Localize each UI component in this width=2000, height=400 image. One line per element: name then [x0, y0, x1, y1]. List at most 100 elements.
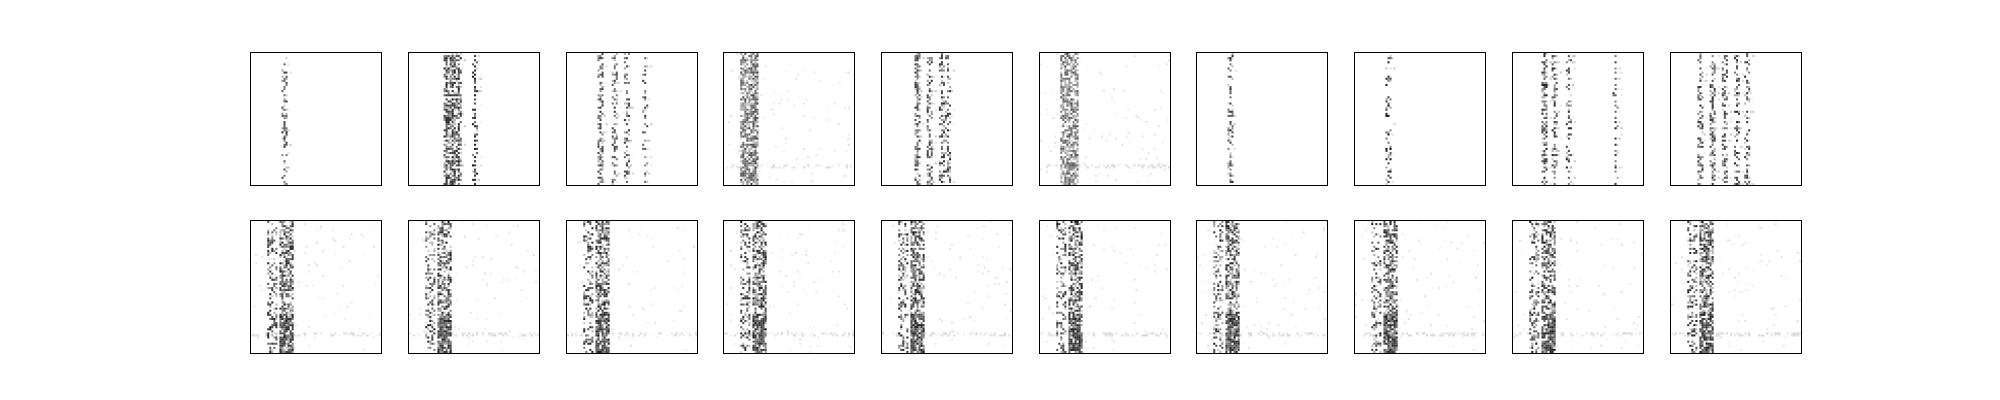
heatmap-cell	[437, 254, 440, 257]
heatmap-cell	[940, 61, 943, 64]
heatmap-cell	[756, 94, 759, 97]
heatmap-cell	[1227, 75, 1230, 78]
heatmap-cell	[603, 315, 606, 318]
heatmap-cell	[1060, 114, 1063, 117]
heatmap-cell	[457, 108, 460, 111]
heatmap-cell	[461, 170, 464, 173]
heatmap-cell	[1565, 152, 1568, 155]
heatmap-cell	[595, 328, 598, 331]
heatmap-cell	[752, 131, 755, 134]
heatmap-cell	[1064, 152, 1067, 155]
heatmap-cell	[1387, 114, 1390, 117]
heatmap-cell	[827, 166, 830, 169]
heatmap-cell	[516, 266, 519, 269]
heatmap-cell	[583, 322, 586, 325]
heatmap-cell	[611, 127, 614, 130]
heatmap-cell	[279, 235, 282, 238]
heatmap-cell	[827, 164, 830, 167]
heatmap-cell	[1389, 145, 1392, 148]
heatmap-cell	[449, 176, 452, 179]
heatmap-cell	[603, 317, 606, 320]
heatmap-cell	[940, 129, 943, 132]
heatmap-cell	[603, 268, 606, 271]
heatmap-cell	[601, 71, 604, 74]
heatmap-cell	[1133, 164, 1136, 167]
heatmap-cell	[1062, 180, 1065, 183]
heatmap-cell	[1571, 176, 1574, 179]
heatmap-cell	[746, 145, 749, 148]
heatmap-cell	[1064, 141, 1067, 144]
heatmap-cell	[587, 262, 590, 265]
heatmap-cell	[1713, 112, 1716, 115]
heatmap-cell	[591, 326, 594, 329]
heatmap-cell	[947, 141, 950, 144]
heatmap-cell	[356, 334, 359, 337]
heatmap-cell	[271, 249, 274, 252]
heatmap-cell	[752, 102, 755, 105]
heatmap-cell	[1227, 110, 1230, 113]
heatmap-cell	[1709, 114, 1712, 117]
heatmap-cell	[914, 81, 917, 84]
heatmap-cell	[1060, 166, 1063, 169]
heatmap-cell	[644, 81, 647, 84]
heatmap-cell	[599, 328, 602, 331]
heatmap-cell	[1557, 154, 1560, 157]
heatmap-cell	[451, 131, 454, 134]
heatmap-cell	[275, 338, 278, 341]
heatmap-cell	[1070, 133, 1073, 136]
heatmap-cell	[597, 297, 600, 300]
heatmap-cell	[740, 241, 743, 244]
heatmap-cell	[654, 268, 657, 271]
heatmap-cell	[587, 249, 590, 252]
heatmap-cell	[451, 152, 454, 155]
heatmap-cell	[583, 297, 586, 300]
heatmap-cell	[1713, 158, 1716, 161]
heatmap-cell	[1545, 121, 1548, 124]
heatmap-cell	[1064, 145, 1067, 148]
heatmap-cell	[942, 160, 945, 163]
heatmap-cell	[1543, 86, 1546, 89]
heatmap-cell	[285, 77, 288, 80]
heatmap-cell	[740, 125, 743, 128]
heatmap-cell	[283, 317, 286, 320]
heatmap-cell	[1064, 79, 1067, 82]
heatmap-cell	[914, 63, 917, 66]
heatmap-cell	[1046, 108, 1049, 111]
heatmap-cell	[1725, 166, 1728, 169]
heatmap-cell	[474, 125, 477, 128]
heatmap-cell	[285, 108, 288, 111]
heatmap-cell	[459, 86, 462, 89]
heatmap-cell	[650, 156, 653, 159]
heatmap-cell	[498, 332, 501, 335]
heatmap-cell	[601, 225, 604, 228]
heatmap-cell	[1068, 69, 1071, 72]
heatmap-cell	[938, 176, 941, 179]
heatmap-cell	[1744, 147, 1747, 150]
heatmap-cell	[1713, 94, 1716, 97]
heatmap-cell	[1231, 63, 1234, 66]
heatmap-cell	[591, 270, 594, 273]
heatmap-cell	[599, 131, 602, 134]
heatmap-cell	[603, 303, 606, 306]
heatmap-cell	[613, 73, 616, 76]
heatmap-cell	[1699, 141, 1702, 144]
heatmap-cell	[297, 284, 300, 287]
heatmap-cell	[433, 268, 436, 271]
heatmap-cell	[1551, 75, 1554, 78]
heatmap-cell	[283, 237, 286, 240]
heatmap-cell	[926, 164, 929, 167]
heatmap-cell	[642, 324, 645, 327]
heatmap-cell	[445, 178, 448, 181]
heatmap-cell	[449, 260, 452, 263]
heatmap-cell	[271, 324, 274, 327]
heatmap-cell	[740, 88, 743, 91]
heatmap-cell	[607, 233, 610, 236]
heatmap-cell	[494, 334, 497, 337]
heatmap-cell	[754, 114, 757, 117]
heatmap-cell	[638, 334, 641, 337]
heatmap-cell	[1070, 143, 1073, 146]
heatmap-cell	[451, 65, 454, 68]
heatmap-cell	[916, 90, 919, 93]
heatmap-cell	[587, 278, 590, 281]
heatmap-cell	[597, 324, 600, 327]
